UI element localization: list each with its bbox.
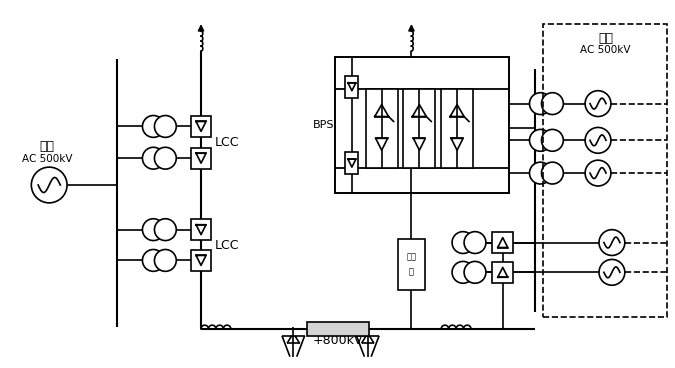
Text: BPS: BPS xyxy=(313,120,334,130)
Text: AC 500kV: AC 500kV xyxy=(22,154,72,164)
Circle shape xyxy=(599,230,625,255)
Circle shape xyxy=(541,162,564,184)
Bar xyxy=(190,219,211,240)
Circle shape xyxy=(155,250,176,271)
Text: LCC: LCC xyxy=(215,238,239,252)
Bar xyxy=(190,250,211,271)
Circle shape xyxy=(541,93,564,114)
Circle shape xyxy=(142,219,164,241)
Circle shape xyxy=(464,231,486,254)
Circle shape xyxy=(585,160,611,186)
Circle shape xyxy=(541,130,564,151)
Circle shape xyxy=(142,250,164,271)
Circle shape xyxy=(452,261,474,283)
Text: AC 500kV: AC 500kV xyxy=(580,45,630,55)
Text: 受端: 受端 xyxy=(598,32,613,45)
Bar xyxy=(346,76,358,98)
Circle shape xyxy=(464,261,486,283)
Circle shape xyxy=(155,147,176,169)
Text: +800kV: +800kV xyxy=(313,334,363,347)
Text: 换流: 换流 xyxy=(406,252,416,261)
Bar xyxy=(307,322,369,336)
Circle shape xyxy=(155,116,176,137)
Text: 端: 端 xyxy=(409,268,414,277)
Bar xyxy=(366,89,398,168)
Circle shape xyxy=(155,219,176,241)
Circle shape xyxy=(142,147,164,169)
Circle shape xyxy=(599,259,625,285)
Bar xyxy=(398,238,425,290)
Circle shape xyxy=(585,127,611,153)
Text: LCC: LCC xyxy=(215,136,239,149)
Circle shape xyxy=(585,91,611,117)
Bar xyxy=(335,57,509,193)
Circle shape xyxy=(452,231,474,254)
Bar xyxy=(492,232,513,253)
Bar xyxy=(543,24,668,317)
Bar xyxy=(190,116,211,137)
Circle shape xyxy=(529,93,551,114)
Bar xyxy=(404,89,435,168)
Circle shape xyxy=(529,130,551,151)
Circle shape xyxy=(529,162,551,184)
Bar xyxy=(190,148,211,169)
Circle shape xyxy=(142,116,164,137)
Bar xyxy=(441,89,473,168)
Circle shape xyxy=(31,167,67,203)
Bar xyxy=(346,152,358,174)
Text: 送端: 送端 xyxy=(40,140,55,153)
Bar xyxy=(492,262,513,283)
